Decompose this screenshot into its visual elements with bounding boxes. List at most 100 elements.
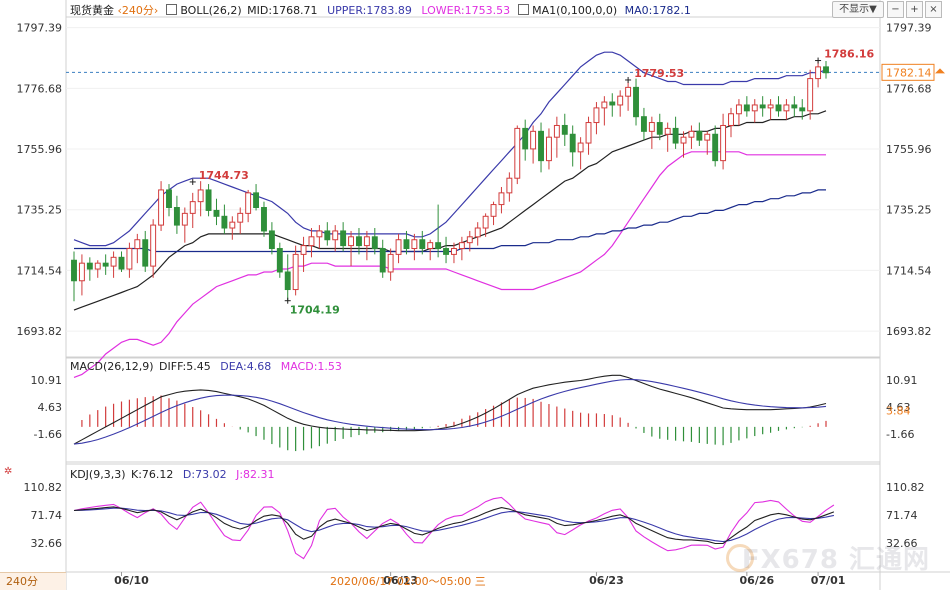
candle-body [648,122,655,132]
candle-body [577,142,584,153]
candle-body [466,236,473,244]
candle-body [237,212,244,223]
kdj-settings-icon[interactable]: ✲ [4,466,13,477]
candle-body [545,136,552,162]
candle-body [799,107,806,112]
candle-body [371,236,378,250]
candle-body [759,104,766,109]
y-tick-label-right: 1776.68 [886,82,932,95]
main-panel-frame [65,16,881,358]
candle-body [332,230,339,241]
macd-tick-label-right: 4.63 [886,401,911,414]
ma0-value: MA0:1782.1 [624,4,691,17]
kdj-tick-label-left: 110.82 [24,481,63,494]
candle-body [720,124,727,162]
macd-diff-line [73,374,827,445]
candle-body [443,248,449,255]
hide-indicator-dropdown[interactable]: 不显示▼ [832,1,884,18]
candle-body [585,122,592,144]
main-plot-layer: 1744.73 1704.19 1779.53 1786.16 [66,27,880,378]
candle-body [664,127,671,135]
candle-body [522,127,529,150]
candle-body [181,212,188,226]
boll-upper: UPPER:1783.89 [327,4,412,17]
y-tick-label-left: 1693.82 [17,325,63,338]
candle-body [728,113,734,126]
macd-plot-layer [73,374,827,452]
x-tick-label: 06/10 [114,574,149,587]
candle-body [189,201,196,214]
candle-body [284,271,291,291]
candle-body [245,192,252,214]
candle-body [300,245,307,255]
candle-body [221,215,228,229]
kdj-d-line [73,507,835,543]
ma-checkbox[interactable] [517,4,529,15]
period-label: ‹240分› [117,4,159,17]
candle-body [134,239,141,250]
candle-body [498,192,505,206]
candle-body [601,101,608,109]
macd-tick-label-left: 4.63 [38,401,63,414]
macd-diff: DIFF:5.45 [159,360,211,373]
symbol-name: 现货黄金 [70,4,114,17]
period-tag[interactable]: 240分 [0,572,66,590]
candle-body [458,242,465,250]
candle-body [775,104,782,112]
macd-value: MACD:1.53 [280,360,342,373]
candle-body [640,116,647,132]
boll-label: BOLL(26,2) [180,4,242,17]
close-button[interactable]: × [925,1,942,18]
x-tick-label: 06/13 [383,574,418,587]
candle-body [735,104,742,115]
watermark-logo-icon [726,544,754,572]
y-tick-label-right: 1755.96 [886,143,932,156]
candle-body [118,256,125,270]
candle-body [348,236,355,247]
kdj-j: J:82.31 [236,468,275,481]
current-price-marker [935,68,945,74]
candle-body [261,207,267,232]
candle-body [767,104,774,109]
candle-body [451,248,457,255]
candle-body [474,227,481,238]
candle-body [696,130,703,141]
ma-label: MA1(0,100,0,0) [532,4,618,17]
kdj-k-line [73,506,835,545]
annotation-label: 1704.19 [290,304,340,317]
candle-body [530,130,537,150]
boll-mid: MID:1768.71 [247,4,318,17]
candle-body [316,230,323,238]
candle-body [356,236,362,247]
boll-lower: LOWER:1753.53 [421,4,511,17]
zoom-in-button[interactable]: + [906,1,923,18]
current-price-label: 1782.14 [886,66,932,79]
x-tick-label: 06/26 [740,574,775,587]
annotation-label: 1786.16 [824,48,874,61]
candle-body [672,127,679,144]
annotation-label: 1744.73 [199,169,249,182]
candle-body [94,262,101,270]
candle-body [791,104,798,109]
y-tick-label-right: 1693.82 [886,325,932,338]
kdj-j-line [73,496,835,560]
candle-body [633,86,639,118]
candle-body [823,66,829,74]
candle-body [276,248,283,273]
candle-body [712,133,719,162]
main-header: 现货黄金 ‹240分› BOLL(26,2) MID:1768.71 UPPER… [70,2,691,18]
macd-dea: DEA:4.68 [220,360,272,373]
candle-body [688,130,695,138]
candle-body [166,189,172,209]
macd-tick-label-right: 10.91 [886,374,918,387]
candle-body [807,78,814,112]
boll-checkbox[interactable] [165,4,177,15]
kdj-tick-label-right: 32.66 [886,537,918,550]
candle-body [435,242,442,250]
zoom-out-button[interactable]: − [887,1,904,18]
candle-body [593,107,600,124]
candle-body [150,224,157,267]
macd-name: MACD(26,12,9) [70,360,154,373]
candle-body [142,239,149,267]
